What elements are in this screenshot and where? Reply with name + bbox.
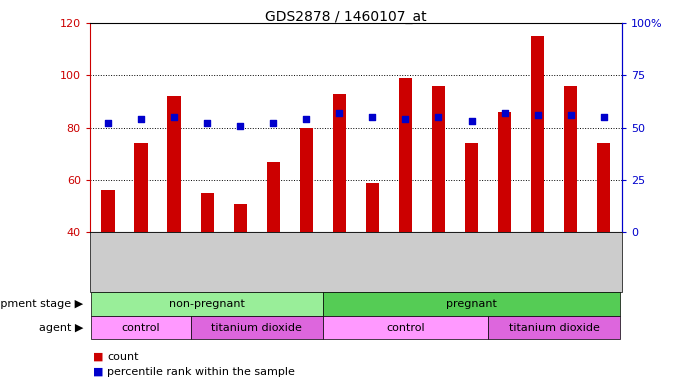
Point bbox=[334, 110, 345, 116]
Text: titanium dioxide: titanium dioxide bbox=[509, 323, 600, 333]
Point bbox=[466, 118, 477, 124]
Text: control: control bbox=[122, 323, 160, 333]
Text: non-pregnant: non-pregnant bbox=[169, 299, 245, 309]
Text: ■: ■ bbox=[93, 352, 104, 362]
Bar bbox=[102, 190, 115, 232]
Point bbox=[135, 116, 146, 122]
Text: development stage ▶: development stage ▶ bbox=[0, 299, 83, 309]
Point bbox=[301, 116, 312, 122]
Bar bbox=[267, 162, 280, 232]
Point bbox=[367, 114, 378, 120]
Text: control: control bbox=[386, 323, 425, 333]
Point bbox=[169, 114, 180, 120]
Bar bbox=[597, 143, 610, 232]
Bar bbox=[300, 127, 313, 232]
Text: titanium dioxide: titanium dioxide bbox=[211, 323, 302, 333]
Point bbox=[598, 114, 609, 120]
Point bbox=[400, 116, 411, 122]
Point bbox=[202, 121, 213, 127]
Point bbox=[565, 112, 576, 118]
Bar bbox=[399, 78, 412, 232]
Bar bbox=[432, 86, 445, 232]
Bar bbox=[531, 36, 545, 232]
Text: GDS2878 / 1460107_at: GDS2878 / 1460107_at bbox=[265, 10, 426, 23]
Text: pregnant: pregnant bbox=[446, 299, 497, 309]
Bar bbox=[200, 193, 214, 232]
Text: agent ▶: agent ▶ bbox=[39, 323, 83, 333]
Text: count: count bbox=[107, 352, 139, 362]
Bar bbox=[564, 86, 577, 232]
Point bbox=[267, 121, 278, 127]
Point bbox=[433, 114, 444, 120]
Bar bbox=[366, 183, 379, 232]
Bar bbox=[135, 143, 148, 232]
Bar bbox=[167, 96, 181, 232]
Text: ■: ■ bbox=[93, 367, 104, 377]
Text: percentile rank within the sample: percentile rank within the sample bbox=[107, 367, 295, 377]
Point bbox=[102, 121, 113, 127]
Bar bbox=[333, 94, 346, 232]
Bar bbox=[465, 143, 478, 232]
Bar bbox=[234, 204, 247, 232]
Bar bbox=[498, 112, 511, 232]
Point bbox=[235, 122, 246, 129]
Point bbox=[532, 112, 543, 118]
Point bbox=[499, 110, 510, 116]
